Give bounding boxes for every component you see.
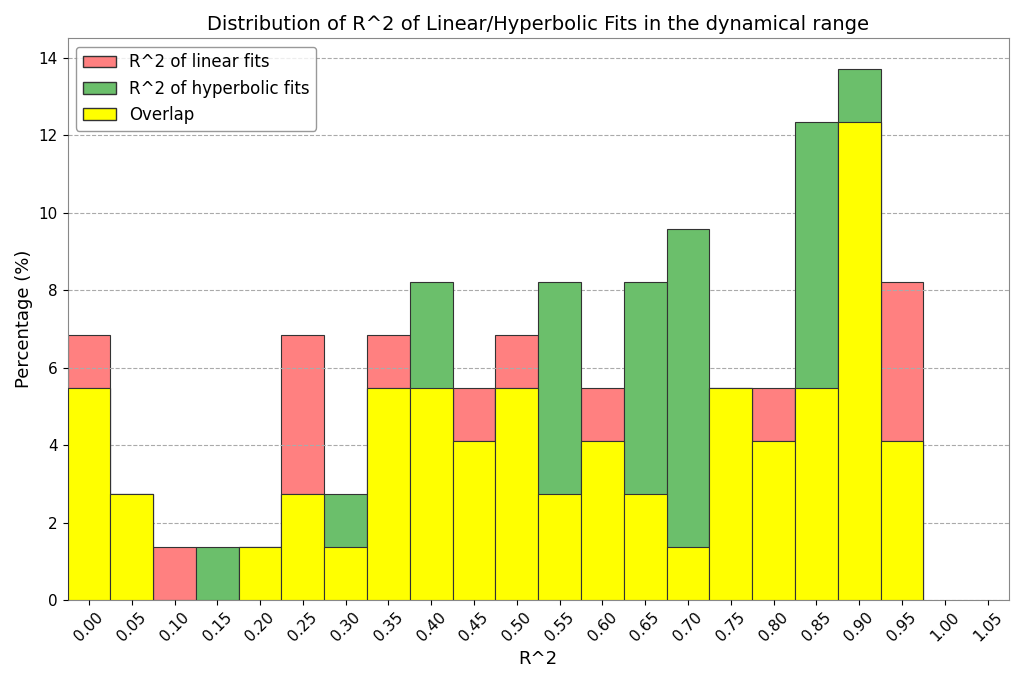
Bar: [453, 441, 496, 600]
Bar: [325, 547, 367, 600]
Legend: R^2 of linear fits, R^2 of hyperbolic fits, Overlap: R^2 of linear fits, R^2 of hyperbolic fi…: [76, 46, 316, 130]
Bar: [667, 547, 710, 600]
Bar: [838, 122, 881, 600]
Bar: [838, 122, 881, 600]
Bar: [881, 441, 924, 600]
Bar: [539, 494, 581, 600]
Bar: [410, 281, 453, 600]
Title: Distribution of R^2 of Linear/Hyperbolic Fits in the dynamical range: Distribution of R^2 of Linear/Hyperbolic…: [207, 15, 869, 34]
Bar: [710, 388, 753, 600]
Bar: [667, 547, 710, 600]
Bar: [325, 494, 367, 600]
Bar: [710, 388, 753, 600]
Bar: [282, 335, 325, 600]
Bar: [624, 494, 667, 600]
Bar: [196, 547, 239, 600]
Bar: [410, 388, 453, 600]
Bar: [710, 388, 753, 600]
Bar: [581, 441, 624, 600]
Bar: [581, 388, 624, 600]
Bar: [154, 547, 196, 600]
Bar: [753, 441, 795, 600]
Bar: [282, 494, 325, 600]
Bar: [239, 547, 282, 600]
Bar: [239, 547, 282, 600]
Bar: [325, 547, 367, 600]
X-axis label: R^2: R^2: [519, 650, 558, 668]
Bar: [453, 388, 496, 600]
Bar: [367, 388, 410, 600]
Bar: [496, 335, 539, 600]
Bar: [539, 494, 581, 600]
Bar: [496, 388, 539, 600]
Bar: [282, 494, 325, 600]
Bar: [367, 388, 410, 600]
Bar: [795, 388, 838, 600]
Bar: [453, 441, 496, 600]
Bar: [624, 281, 667, 600]
Y-axis label: Percentage (%): Percentage (%): [15, 250, 33, 389]
Bar: [539, 281, 581, 600]
Bar: [111, 494, 154, 600]
Bar: [667, 229, 710, 600]
Bar: [239, 547, 282, 600]
Bar: [753, 441, 795, 600]
Bar: [881, 441, 924, 600]
Bar: [795, 388, 838, 600]
Bar: [624, 494, 667, 600]
Bar: [68, 335, 111, 600]
Bar: [795, 122, 838, 600]
Bar: [753, 388, 795, 600]
Bar: [496, 388, 539, 600]
Bar: [881, 281, 924, 600]
Bar: [367, 335, 410, 600]
Bar: [68, 388, 111, 600]
Bar: [111, 494, 154, 600]
Bar: [410, 388, 453, 600]
Bar: [111, 494, 154, 600]
Bar: [838, 70, 881, 600]
Bar: [68, 388, 111, 600]
Bar: [581, 441, 624, 600]
